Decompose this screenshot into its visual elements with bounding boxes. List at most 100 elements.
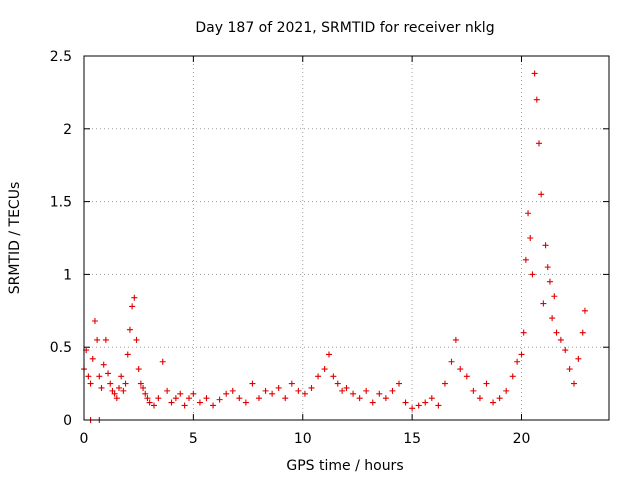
data-point [448, 358, 455, 365]
data-point [111, 390, 118, 397]
y-tick-label: 2 [63, 122, 72, 138]
data-point [107, 380, 114, 387]
x-axis-label: GPS time / hours [286, 458, 403, 474]
data-point [520, 329, 527, 336]
data-point [514, 358, 521, 365]
data-point [172, 395, 179, 402]
y-tick-label: 2.5 [50, 49, 72, 65]
data-point [343, 384, 350, 391]
data-point [301, 390, 308, 397]
data-point [330, 373, 337, 380]
data-point [581, 307, 588, 314]
data-point [155, 395, 162, 402]
data-point [269, 390, 276, 397]
data-point [242, 399, 249, 406]
plot-frame [83, 55, 610, 421]
data-point [229, 387, 236, 394]
data-point [159, 358, 166, 365]
data-point [120, 387, 127, 394]
data-point [124, 351, 131, 358]
data-point [542, 242, 549, 249]
data-point [396, 380, 402, 387]
data-point [168, 399, 175, 406]
x-tick-label: 20 [513, 431, 531, 447]
data-point [441, 380, 448, 387]
data-point [422, 399, 429, 406]
data-point [402, 399, 409, 406]
data-point [529, 271, 536, 278]
data-point [566, 366, 573, 373]
data-point [557, 336, 564, 343]
x-tick-label: 0 [80, 431, 89, 447]
data-point [509, 373, 516, 380]
data-point [518, 351, 525, 358]
data-point [496, 395, 503, 402]
data-point [382, 395, 389, 402]
data-point [282, 395, 289, 402]
data-point [369, 399, 376, 406]
data-point [463, 373, 470, 380]
data-point [223, 390, 230, 397]
data-point [164, 387, 171, 394]
data-point [457, 366, 464, 373]
data-point [525, 210, 532, 217]
data-point [295, 387, 302, 394]
x-tick-label: 10 [294, 431, 312, 447]
data-points [81, 70, 588, 423]
data-point [135, 366, 142, 373]
data-point [142, 390, 149, 397]
data-point [490, 399, 497, 406]
data-point [96, 373, 103, 380]
data-point [538, 191, 545, 198]
data-point [144, 395, 151, 402]
data-point [113, 395, 120, 402]
data-point [503, 387, 510, 394]
data-point [122, 380, 129, 387]
data-point [102, 336, 109, 343]
data-point [376, 390, 383, 397]
data-point [105, 370, 112, 377]
data-point [544, 264, 551, 271]
y-tick-label: 0 [63, 413, 72, 429]
y-tick-label: 0.5 [50, 340, 72, 356]
data-point [326, 351, 332, 358]
data-point [549, 315, 556, 322]
data-point [476, 395, 483, 402]
data-point [151, 402, 157, 409]
data-point [575, 355, 582, 362]
data-point [339, 387, 346, 394]
tick-labels: 0 0.5 1 1.5 2 2.5 0 5 10 15 20 [50, 49, 531, 447]
data-point [562, 347, 569, 354]
data-point [186, 395, 192, 402]
data-point [435, 402, 442, 409]
data-point [177, 390, 184, 397]
data-point [334, 380, 341, 387]
data-point [452, 336, 459, 343]
data-point [94, 336, 101, 343]
y-tick-label: 1.5 [50, 195, 72, 211]
data-point [553, 329, 560, 336]
data-point [196, 399, 203, 406]
data-point [470, 387, 477, 394]
x-tick-label: 5 [189, 431, 198, 447]
data-point [98, 384, 105, 391]
data-point [131, 294, 138, 301]
grid-lines [84, 56, 609, 420]
data-point [579, 329, 586, 336]
data-point [190, 390, 197, 397]
data-point [249, 380, 256, 387]
data-point [288, 380, 295, 387]
data-point [87, 380, 94, 387]
data-point [483, 380, 490, 387]
data-point [321, 366, 328, 373]
data-point [116, 384, 122, 391]
data-point [551, 293, 558, 300]
data-point [350, 390, 357, 397]
chart-title: Day 187 of 2021, SRMTID for receiver nkl… [195, 20, 494, 36]
x-tick-label: 15 [403, 431, 421, 447]
data-point [100, 361, 107, 368]
data-point [315, 373, 322, 380]
data-point [546, 278, 553, 285]
y-tick-label: 1 [63, 267, 72, 283]
